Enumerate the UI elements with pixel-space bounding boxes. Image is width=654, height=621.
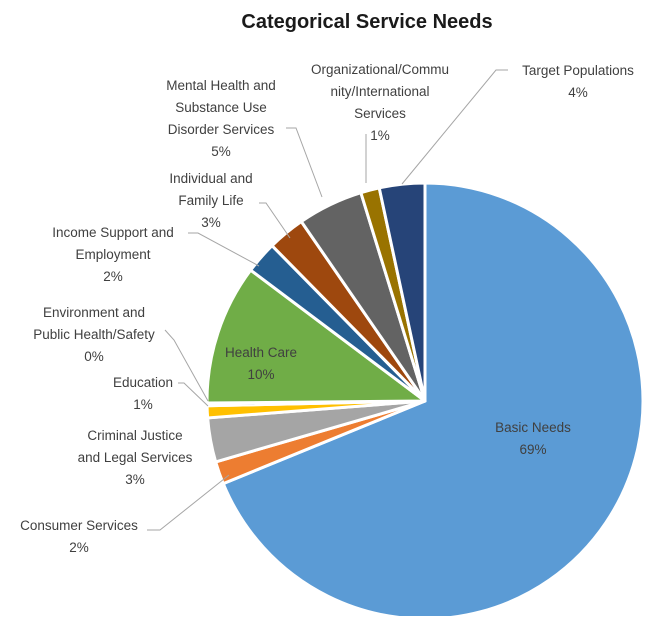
label-percent-education: 1%: [133, 397, 153, 412]
label-name-income-support-and-employment-line-1: Income Support and: [52, 225, 174, 240]
label-name-individual-and-family-life-line-2: Family Life: [178, 193, 243, 208]
label-name-income-support-and-employment-line-2: Employment: [75, 247, 150, 262]
leader-line-consumer-services: [147, 474, 230, 531]
label-name-organizational-community-international-services-line-2: nity/International: [330, 84, 429, 99]
label-name-basic-needs-line-1: Basic Needs: [495, 420, 571, 435]
leader-line-mental-health-and-substance-use-disorder-services: [286, 127, 323, 198]
label-name-mental-health-and-substance-use-disorder-services-line-3: Disorder Services: [168, 122, 275, 137]
data-label-target-populations: Target Populations 4%: [522, 63, 634, 100]
pie-slice-basic-needs: [221, 181, 645, 621]
label-name-environment-and-public-health-safety-line-1: Environment and: [43, 305, 145, 320]
label-percent-environment-and-public-health-safety: 0%: [84, 349, 104, 364]
label-name-environment-and-public-health-safety-line-2: Public Health/Safety: [33, 327, 155, 342]
data-label-health-care: Health Care 10%: [225, 345, 297, 382]
label-percent-income-support-and-employment: 2%: [103, 269, 123, 284]
label-name-mental-health-and-substance-use-disorder-services-line-1: Mental Health and: [166, 78, 276, 93]
label-name-organizational-community-international-services-line-1: Organizational/Commu: [311, 62, 449, 77]
leader-line-environment-and-public-health-safety: [164, 329, 209, 402]
label-name-target-populations-line-1: Target Populations: [522, 63, 634, 78]
data-label-income-support-and-employment: Income Support and Employment 2%: [52, 225, 174, 284]
data-label-basic-needs: Basic Needs 69%: [495, 420, 571, 457]
label-name-criminal-justice-and-legal-services-line-2: and Legal Services: [78, 450, 193, 465]
label-percent-basic-needs: 69%: [519, 442, 546, 457]
data-label-education: Education 1%: [113, 375, 173, 412]
leader-lines-layer: [147, 69, 508, 531]
label-name-mental-health-and-substance-use-disorder-services-line-2: Substance Use: [175, 100, 267, 115]
label-name-criminal-justice-and-legal-services-line-1: Criminal Justice: [87, 428, 182, 443]
label-percent-individual-and-family-life: 3%: [201, 215, 221, 230]
label-name-consumer-services-line-1: Consumer Services: [20, 518, 138, 533]
label-percent-mental-health-and-substance-use-disorder-services: 5%: [211, 144, 231, 159]
pie-slice-health-care: [205, 268, 427, 405]
label-name-organizational-community-international-services-line-3: Services: [354, 106, 406, 121]
data-label-individual-and-family-life: Individual and Family Life 3%: [169, 171, 252, 230]
label-percent-health-care: 10%: [247, 367, 274, 382]
data-label-criminal-justice-and-legal-services: Criminal Justice and Legal Services 3%: [78, 428, 193, 487]
data-label-environment-and-public-health-safety: Environment and Public Health/Safety 0%: [33, 305, 155, 364]
label-percent-criminal-justice-and-legal-services: 3%: [125, 472, 145, 487]
label-name-education-line-1: Education: [113, 375, 173, 390]
label-percent-organizational-community-international-services: 1%: [370, 128, 390, 143]
leader-line-individual-and-family-life: [259, 202, 291, 239]
label-name-individual-and-family-life-line-1: Individual and: [169, 171, 252, 186]
data-label-consumer-services: Consumer Services 2%: [20, 518, 138, 555]
label-percent-target-populations: 4%: [568, 85, 588, 100]
label-percent-consumer-services: 2%: [69, 540, 89, 555]
chart-title: Categorical Service Needs: [241, 11, 492, 33]
slices-layer: [205, 181, 645, 621]
data-label-mental-health-and-substance-use-disorder-services: Mental Health and Substance Use Disorder S…: [166, 78, 276, 159]
data-label-organizational-community-international-services: Organizational/Commu nity/International Se…: [311, 62, 449, 143]
pie-slice-target-populations: [377, 181, 427, 403]
leader-line-education: [178, 382, 209, 407]
labels-layer: Basic Needs 69% Consumer Services 2% Crimina…: [20, 62, 634, 555]
label-name-health-care-line-1: Health Care: [225, 345, 297, 360]
leader-line-target-populations: [401, 69, 508, 185]
leader-line-income-support-and-employment: [188, 232, 260, 267]
